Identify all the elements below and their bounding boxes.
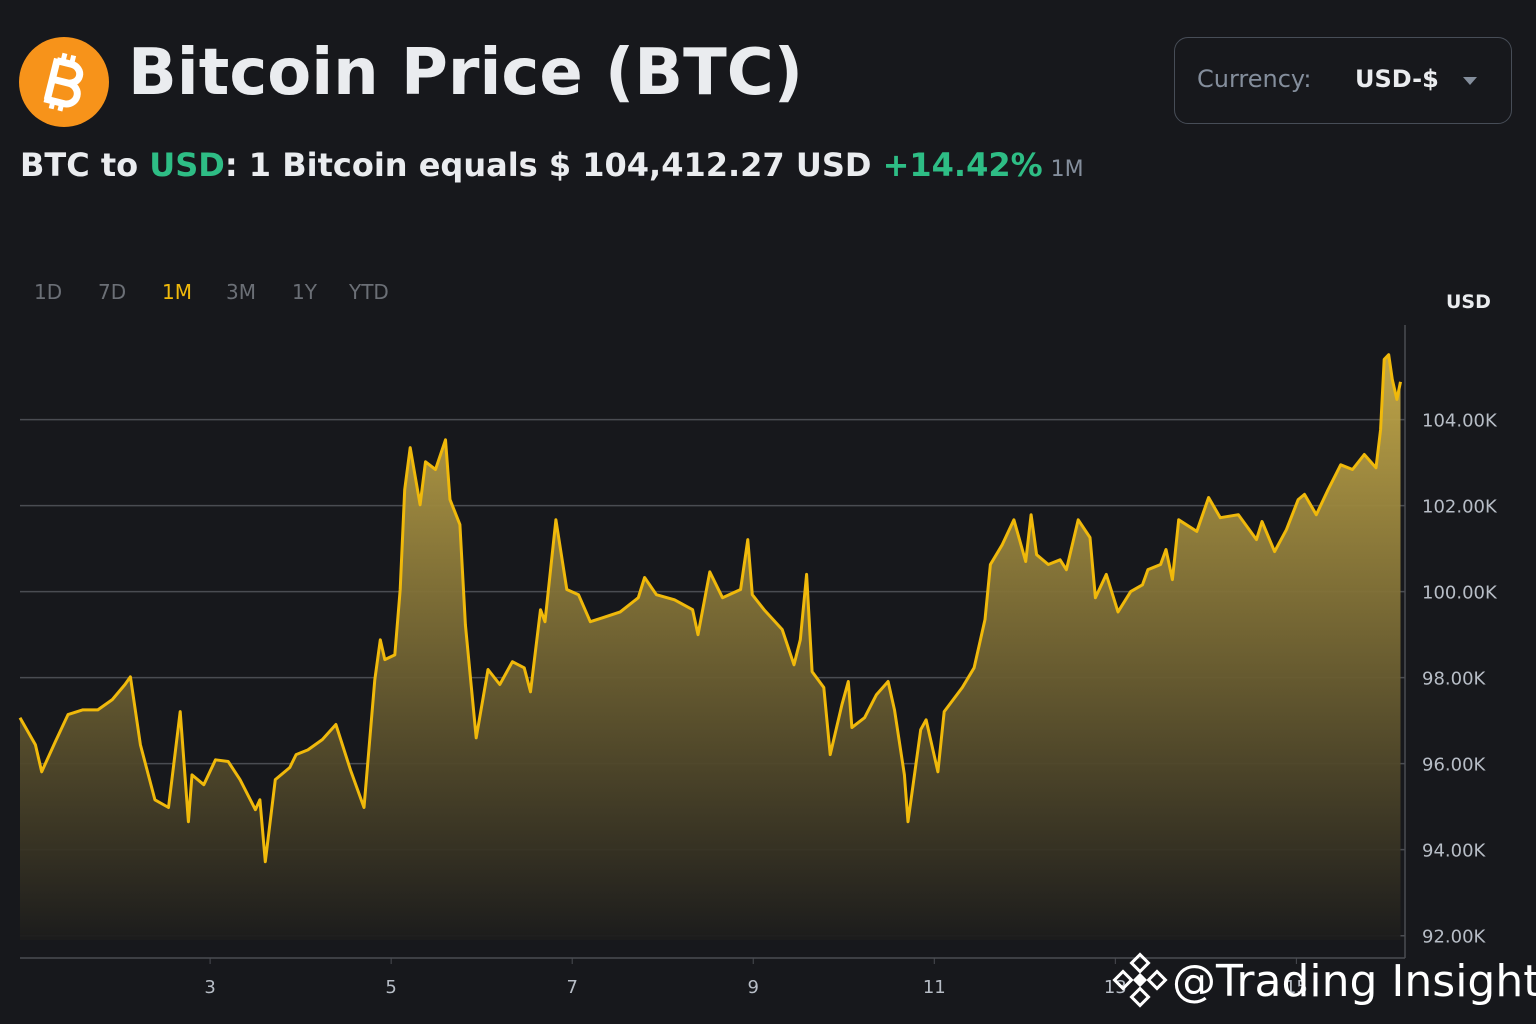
logo-diamond [1146,969,1168,991]
range-button[interactable]: 1M [162,280,192,304]
price-line [18,353,1402,864]
x-tick-label: 5 [385,977,396,998]
y-tick-label: 104.00K [1422,411,1498,432]
range-button[interactable]: 1D [34,280,62,304]
pair-text: BTC to [20,146,150,184]
range-button[interactable]: 1Y [292,280,318,304]
page-title: Bitcoin Price (BTC) [128,36,803,110]
x-tick-label: 3 [204,977,215,998]
y-tick-label: 102.00K [1422,497,1498,518]
price-line: BTC to USD: 1 Bitcoin equals $ 104,412.2… [20,146,1084,184]
range-button[interactable]: 3M [226,280,256,304]
x-tick-label: 9 [748,977,759,998]
range-button[interactable]: 7D [98,280,126,304]
y-tick-label: 94.00K [1422,841,1487,862]
dropdown-caret [1463,77,1477,85]
logo-diamond [1112,969,1134,991]
price-text: : 1 Bitcoin equals $ 104,412.27 USD [224,146,872,184]
y-tick-label: 96.00K [1422,755,1487,776]
x-tick-label: 11 [923,977,946,998]
change-period: 1M [1050,157,1084,182]
y-tick-label: 100.00K [1422,583,1498,604]
currency-label: Currency: [1197,65,1312,93]
y-tick-label: 92.00K [1422,927,1487,948]
price-change: +14.42% [882,146,1043,184]
watermark-text: @Trading Insight [1172,956,1536,1007]
currency-select[interactable]: Currency: USD-$ [1174,37,1512,124]
logo-diamond [1129,952,1151,974]
y-axis-unit: USD [1446,291,1491,313]
watermark-logo [1112,952,1168,1008]
x-tick-label: 15 [1285,977,1308,998]
bitcoin-logo [19,37,109,127]
x-tick-label: 13 [1104,977,1127,998]
currency-value: USD-$ [1355,65,1439,93]
x-tick-label: 7 [566,977,577,998]
y-tick-label: 98.00K [1422,669,1487,690]
logo-diamond [1132,972,1148,988]
logo-diamond [1129,986,1151,1008]
quote-currency: USD [149,146,225,184]
price-area [20,354,1401,940]
range-button[interactable]: YTD [348,280,389,304]
